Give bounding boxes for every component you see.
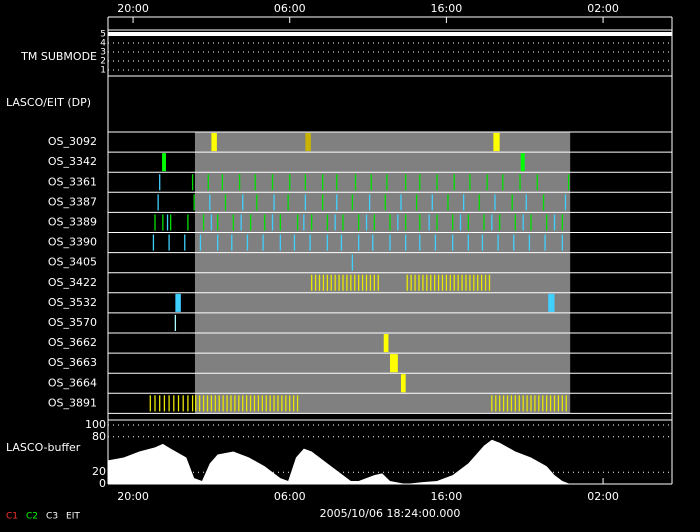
row-label: OS_3663	[48, 356, 97, 369]
submode-tick-label: 2	[100, 57, 106, 67]
submode-label: TM SUBMODE	[20, 50, 97, 63]
event-block	[493, 133, 500, 152]
x-tick-label-bottom: 06:00	[274, 490, 306, 503]
x-tick-label-top: 02:00	[587, 2, 619, 15]
row-label: OS_3390	[48, 236, 97, 249]
x-tick-label-bottom: 16:00	[431, 490, 463, 503]
buffer-area	[108, 439, 672, 484]
event-block	[383, 334, 389, 353]
x-tick-label-top: 16:00	[431, 2, 463, 15]
legend-entry: C1	[6, 512, 18, 522]
submode-tick-label: 4	[100, 39, 106, 49]
start-time: 2005/10/06 18:24:00.000	[320, 507, 461, 520]
event-block	[390, 354, 398, 373]
section-label: LASCO/EIT (DP)	[6, 96, 91, 109]
event-block	[520, 153, 525, 172]
event-block	[400, 374, 406, 393]
event-block	[162, 153, 166, 172]
legend-entry: C2	[26, 512, 38, 522]
submode-tick-label: 5	[100, 30, 106, 40]
buffer-tick-label: 20	[92, 465, 106, 478]
row-label: OS_3389	[48, 215, 97, 228]
row-label: OS_3342	[48, 155, 97, 168]
row-label: OS_3891	[48, 396, 97, 409]
legend-entry: C3	[46, 512, 58, 522]
buffer-tick-label: 80	[92, 430, 106, 443]
event-block	[548, 293, 555, 312]
legend-entry: EIT	[66, 512, 80, 522]
row-label: OS_3570	[48, 316, 97, 329]
row-label: OS_3361	[48, 175, 97, 188]
x-tick-label-bottom: 20:00	[117, 490, 149, 503]
buffer-label: LASCO-buffer	[6, 441, 81, 454]
event-block	[175, 293, 181, 312]
buffer-tick-label: 100	[85, 418, 106, 431]
x-tick-label-top: 06:00	[274, 2, 306, 15]
event-block	[211, 133, 217, 152]
x-tick-label-bottom: 02:00	[587, 490, 619, 503]
buffer-tick-label: 0	[99, 477, 106, 490]
submode-tick-label: 1	[100, 66, 106, 76]
row-label: OS_3422	[48, 276, 97, 289]
event-block	[305, 133, 311, 152]
row-label: OS_3532	[48, 296, 97, 309]
x-tick-label-top: 20:00	[117, 2, 149, 15]
row-label: OS_3664	[48, 376, 97, 389]
row-label: OS_3405	[48, 256, 97, 269]
row-label: OS_3387	[48, 195, 97, 208]
row-label: OS_3092	[48, 135, 97, 148]
submode-tick-label: 3	[100, 48, 106, 58]
row-label: OS_3662	[48, 336, 97, 349]
